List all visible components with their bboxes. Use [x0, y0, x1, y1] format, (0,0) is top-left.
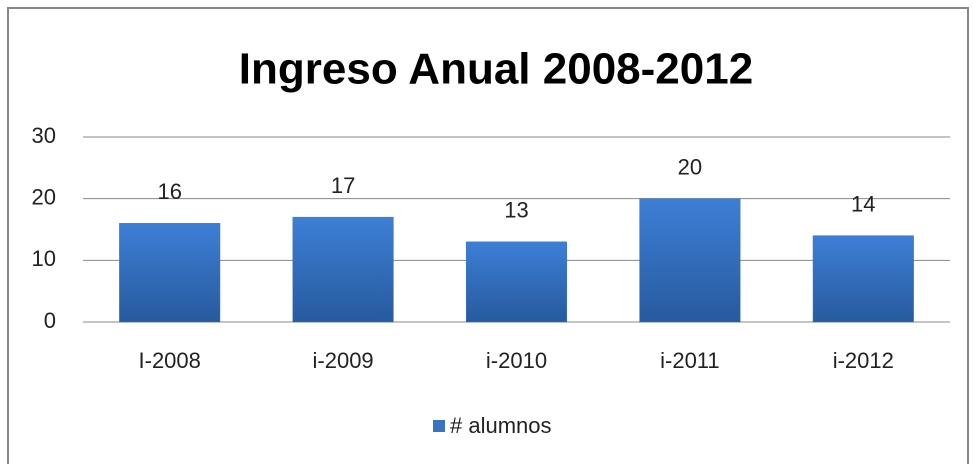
- bar: [465, 241, 568, 323]
- data-label: 20: [678, 154, 702, 179]
- legend-swatch: [433, 420, 445, 432]
- y-tick-label: 20: [32, 184, 56, 209]
- data-label: 16: [157, 179, 181, 204]
- x-tick-label: i-2012: [833, 348, 894, 373]
- bar: [812, 235, 914, 323]
- bar: [119, 223, 221, 323]
- data-label: 13: [504, 198, 528, 223]
- bar: [639, 198, 741, 323]
- chart-title: Ingreso Anual 2008-2012: [239, 45, 753, 94]
- x-tick-label: I-2008: [139, 348, 201, 373]
- x-tick-label: i-2011: [660, 348, 720, 373]
- x-tick-label: i-2009: [313, 348, 374, 373]
- y-tick-label: 10: [32, 246, 56, 271]
- y-tick-label: 0: [44, 308, 56, 333]
- legend-label: # alumnos: [450, 413, 552, 438]
- y-tick-label: 30: [32, 123, 56, 148]
- x-tick-label: i-2010: [486, 348, 547, 373]
- data-label: 17: [331, 173, 355, 198]
- bar: [292, 216, 394, 323]
- data-label: 14: [851, 191, 875, 216]
